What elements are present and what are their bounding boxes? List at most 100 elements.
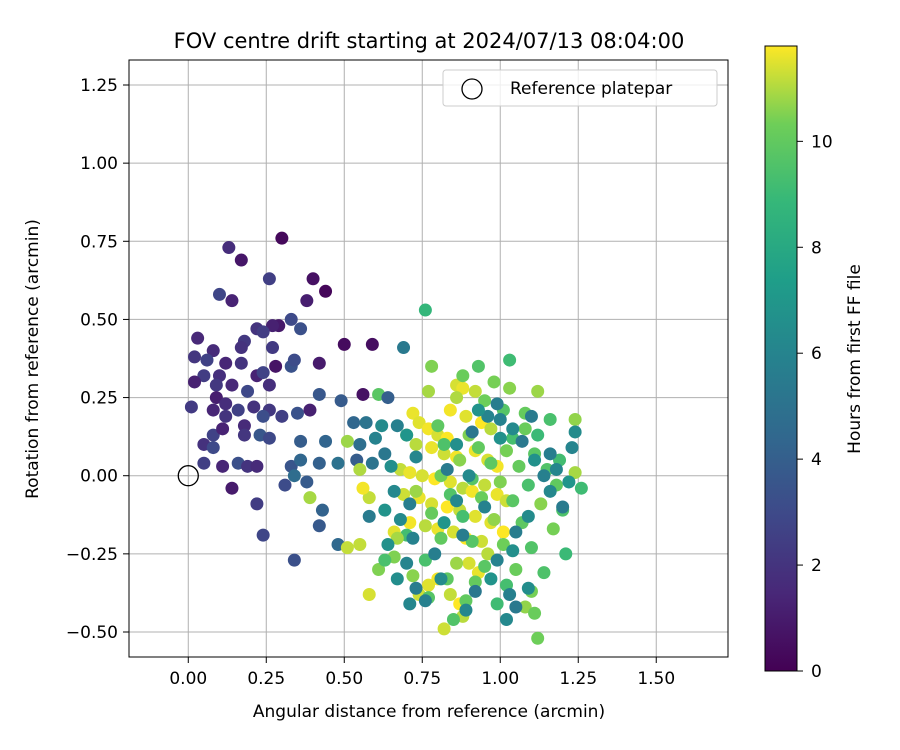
data-point (543, 412, 557, 426)
data-point (518, 422, 532, 436)
data-point (381, 391, 395, 405)
data-point (312, 387, 326, 401)
data-point (241, 384, 255, 398)
x-tick-label: 1.50 (637, 669, 675, 689)
data-point (418, 519, 432, 533)
data-point (393, 512, 407, 526)
data-point (521, 478, 535, 492)
data-point (537, 566, 551, 580)
data-point (384, 459, 398, 473)
data-point (359, 416, 373, 430)
data-point (446, 612, 460, 626)
data-point (521, 509, 535, 523)
data-point (443, 475, 457, 489)
data-point (515, 434, 529, 448)
plot-area (129, 60, 728, 657)
data-point (390, 572, 404, 586)
data-point (456, 381, 470, 395)
colorbar-ticks: 0 2 4 6 8 10 (797, 132, 833, 682)
data-point (231, 403, 245, 417)
data-point (403, 597, 417, 611)
data-point (481, 409, 495, 423)
data-point (209, 378, 223, 392)
data-point (418, 553, 432, 567)
data-point (468, 575, 482, 589)
data-point (262, 431, 276, 445)
chart-title: FOV centre drift starting at 2024/07/13 … (174, 29, 685, 53)
data-point (331, 456, 345, 470)
data-point (409, 581, 423, 595)
y-tick-label: 0.25 (80, 389, 118, 409)
data-point (528, 606, 542, 620)
colorbar-tick-label: 10 (811, 132, 833, 152)
data-point (459, 409, 473, 423)
data-point (471, 441, 485, 455)
data-point (237, 428, 251, 442)
data-point (478, 559, 492, 573)
data-point (503, 381, 517, 395)
x-tick-label: 0.25 (247, 669, 285, 689)
data-point (266, 341, 280, 355)
data-point (415, 469, 429, 483)
data-point (465, 425, 479, 439)
x-axis-ticks: 0.00 0.25 0.50 0.75 1.00 1.25 1.50 (169, 657, 675, 689)
data-point (471, 359, 485, 373)
data-point (478, 478, 492, 492)
data-point (418, 594, 432, 608)
data-point (406, 531, 420, 545)
y-tick-label: −0.50 (66, 623, 118, 643)
data-point (425, 497, 439, 511)
data-point (568, 425, 582, 439)
data-point (562, 475, 576, 489)
grid (129, 60, 728, 657)
data-point (556, 500, 570, 514)
data-point (490, 597, 504, 611)
data-point (462, 469, 476, 483)
data-point (509, 525, 523, 539)
data-point (549, 462, 563, 476)
data-point (450, 437, 464, 451)
data-point (340, 434, 354, 448)
data-point (222, 241, 236, 255)
data-point (372, 562, 386, 576)
data-point (425, 359, 439, 373)
data-point (543, 447, 557, 461)
data-point (468, 584, 482, 598)
data-point (219, 409, 233, 423)
colorbar-tick-label: 0 (811, 662, 822, 682)
data-point (378, 447, 392, 461)
y-tick-label: 0.50 (80, 310, 118, 330)
data-point (381, 537, 395, 551)
data-point (425, 441, 439, 455)
data-point (437, 622, 451, 636)
data-point (493, 412, 507, 426)
data-point (506, 422, 520, 436)
data-point (200, 353, 214, 367)
data-point (484, 422, 498, 436)
data-point (234, 341, 248, 355)
data-point (256, 409, 270, 423)
data-point (531, 428, 545, 442)
data-point (368, 431, 382, 445)
data-point (506, 494, 520, 508)
data-point (347, 416, 361, 430)
legend-box (442, 69, 718, 107)
data-point (456, 528, 470, 542)
data-point (524, 409, 538, 423)
data-point (478, 394, 492, 408)
data-point (266, 319, 280, 333)
data-point (275, 409, 289, 423)
data-point (496, 525, 510, 539)
x-tick-label: 0.00 (169, 669, 207, 689)
data-point (484, 456, 498, 470)
data-point (528, 453, 542, 467)
data-point (437, 516, 451, 530)
data-point (462, 556, 476, 570)
data-point (499, 612, 513, 626)
data-point (400, 556, 414, 570)
data-point (206, 344, 220, 358)
data-point (524, 541, 538, 555)
data-point (250, 459, 264, 473)
data-point (437, 437, 451, 451)
data-point (294, 453, 308, 467)
